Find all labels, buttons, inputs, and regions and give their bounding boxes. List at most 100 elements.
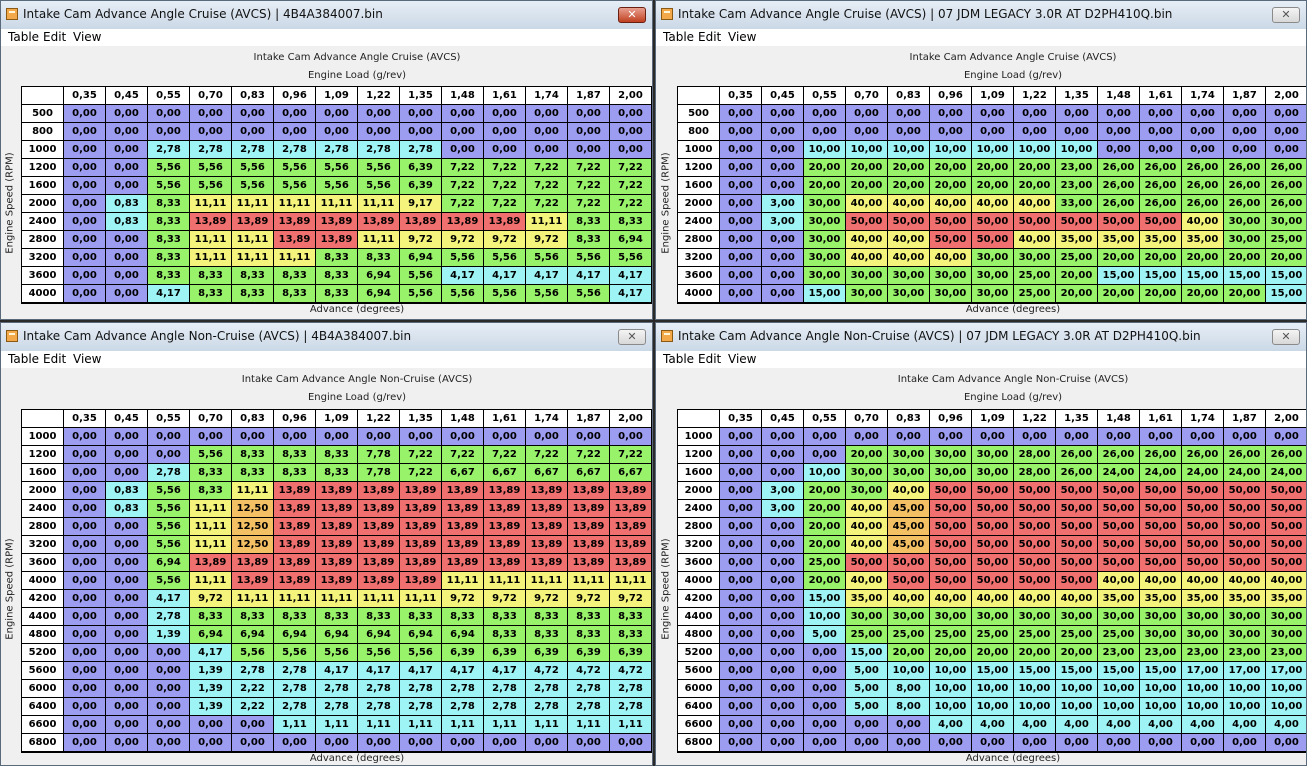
table-cell[interactable]: 8,33	[358, 249, 400, 267]
table-cell[interactable]: 20,00	[930, 159, 972, 177]
table-cell[interactable]: 0,00	[274, 734, 316, 752]
table-cell[interactable]: 13,89	[442, 213, 484, 231]
table-cell[interactable]: 0,00	[442, 734, 484, 752]
table-cell[interactable]: 26,00	[1182, 159, 1224, 177]
table-cell[interactable]: 11,11	[316, 590, 358, 608]
table-cell[interactable]: 13,89	[190, 213, 232, 231]
table-cell[interactable]: 0,00	[762, 141, 804, 159]
table-cell[interactable]: 40,00	[1014, 231, 1056, 249]
table-cell[interactable]: 20,00	[1182, 285, 1224, 303]
table-cell[interactable]: 7,22	[442, 446, 484, 464]
table-cell[interactable]: 0,00	[762, 626, 804, 644]
table-cell[interactable]: 40,00	[1140, 572, 1182, 590]
table-cell[interactable]: 5,56	[232, 644, 274, 662]
table-cell[interactable]: 13,89	[316, 554, 358, 572]
table-cell[interactable]: 28,00	[1014, 464, 1056, 482]
table-cell[interactable]: 0,00	[762, 662, 804, 680]
table-cell[interactable]: 7,22	[442, 177, 484, 195]
table-cell[interactable]: 9,72	[484, 590, 526, 608]
table-cell[interactable]: 0,83	[106, 213, 148, 231]
table-cell[interactable]: 10,00	[1140, 680, 1182, 698]
table-cell[interactable]: 13,89	[316, 213, 358, 231]
table-cell[interactable]: 10,00	[888, 141, 930, 159]
table-cell[interactable]: 50,00	[930, 572, 972, 590]
table-cell[interactable]: 5,56	[148, 159, 190, 177]
table-cell[interactable]: 20,00	[804, 518, 846, 536]
table-cell[interactable]: 0,00	[720, 572, 762, 590]
table-cell[interactable]: 0,00	[846, 123, 888, 141]
table-cell[interactable]: 2,78	[484, 680, 526, 698]
table-cell[interactable]: 50,00	[1266, 518, 1306, 536]
table-cell[interactable]: 0,00	[526, 428, 568, 446]
table-cell[interactable]: 0,00	[762, 644, 804, 662]
table-cell[interactable]: 15,00	[1140, 662, 1182, 680]
table-cell[interactable]: 0,00	[106, 608, 148, 626]
table-cell[interactable]: 1,11	[316, 716, 358, 734]
title-bar[interactable]: Intake Cam Advance Angle Cruise (AVCS) |…	[1, 1, 652, 30]
table-cell[interactable]: 20,00	[1266, 249, 1306, 267]
table-cell[interactable]: 8,33	[274, 608, 316, 626]
table-cell[interactable]: 50,00	[1098, 554, 1140, 572]
table-cell[interactable]: 40,00	[930, 195, 972, 213]
table-cell[interactable]: 50,00	[1266, 536, 1306, 554]
table-cell[interactable]: 10,00	[972, 680, 1014, 698]
table-cell[interactable]: 6,67	[484, 464, 526, 482]
table-cell[interactable]: 0,00	[720, 231, 762, 249]
table-cell[interactable]: 0,00	[1056, 105, 1098, 123]
table-cell[interactable]: 4,72	[610, 662, 652, 680]
table-cell[interactable]: 50,00	[1224, 500, 1266, 518]
table-cell[interactable]: 50,00	[1056, 572, 1098, 590]
table-cell[interactable]: 10,00	[930, 698, 972, 716]
table-cell[interactable]: 0,00	[610, 141, 652, 159]
table-cell[interactable]: 25,00	[1014, 626, 1056, 644]
table-cell[interactable]: 40,00	[930, 249, 972, 267]
table-cell[interactable]: 0,00	[610, 105, 652, 123]
table-cell[interactable]: 40,00	[846, 518, 888, 536]
table-cell[interactable]: 0,00	[148, 698, 190, 716]
table-cell[interactable]: 26,00	[1056, 464, 1098, 482]
table-cell[interactable]: 10,00	[804, 608, 846, 626]
table-cell[interactable]: 7,78	[358, 464, 400, 482]
table-cell[interactable]: 8,33	[148, 267, 190, 285]
table-cell[interactable]: 8,33	[610, 626, 652, 644]
table-cell[interactable]: 13,89	[316, 572, 358, 590]
table-cell[interactable]: 2,78	[274, 141, 316, 159]
table-cell[interactable]: 5,56	[232, 177, 274, 195]
table-cell[interactable]: 0,00	[1266, 734, 1306, 752]
table-cell[interactable]: 0,00	[568, 734, 610, 752]
table-cell[interactable]: 0,00	[1224, 123, 1266, 141]
table-cell[interactable]: 20,00	[1014, 159, 1056, 177]
table-cell[interactable]: 0,00	[64, 231, 106, 249]
table-cell[interactable]: 13,89	[400, 536, 442, 554]
table-cell[interactable]: 25,00	[930, 626, 972, 644]
table-cell[interactable]: 0,00	[148, 105, 190, 123]
table-cell[interactable]: 0,00	[762, 159, 804, 177]
table-cell[interactable]: 6,94	[400, 249, 442, 267]
table-cell[interactable]: 20,00	[1098, 285, 1140, 303]
table-cell[interactable]: 30,00	[930, 285, 972, 303]
table-cell[interactable]: 35,00	[1140, 231, 1182, 249]
table-cell[interactable]: 30,00	[888, 267, 930, 285]
table-cell[interactable]: 6,94	[274, 626, 316, 644]
table-cell[interactable]: 5,56	[190, 446, 232, 464]
table-cell[interactable]: 5,56	[316, 159, 358, 177]
table-cell[interactable]: 40,00	[1266, 572, 1306, 590]
table-cell[interactable]: 24,00	[1098, 464, 1140, 482]
table-cell[interactable]: 40,00	[846, 500, 888, 518]
table-cell[interactable]: 25,00	[972, 626, 1014, 644]
table-cell[interactable]: 0,00	[64, 159, 106, 177]
table-cell[interactable]: 0,00	[930, 734, 972, 752]
table-cell[interactable]: 26,00	[1182, 177, 1224, 195]
table-cell[interactable]: 2,78	[442, 680, 484, 698]
table-cell[interactable]: 25,00	[804, 554, 846, 572]
table-cell[interactable]: 7,22	[610, 446, 652, 464]
menu-view[interactable]: View	[73, 30, 102, 44]
table-cell[interactable]: 20,00	[888, 159, 930, 177]
table-cell[interactable]: 5,56	[148, 500, 190, 518]
table-cell[interactable]: 0,00	[106, 518, 148, 536]
table-cell[interactable]: 50,00	[1056, 482, 1098, 500]
table-cell[interactable]: 0,00	[526, 105, 568, 123]
table-cell[interactable]: 13,89	[568, 482, 610, 500]
table-cell[interactable]: 8,33	[400, 608, 442, 626]
table-cell[interactable]: 8,33	[190, 267, 232, 285]
